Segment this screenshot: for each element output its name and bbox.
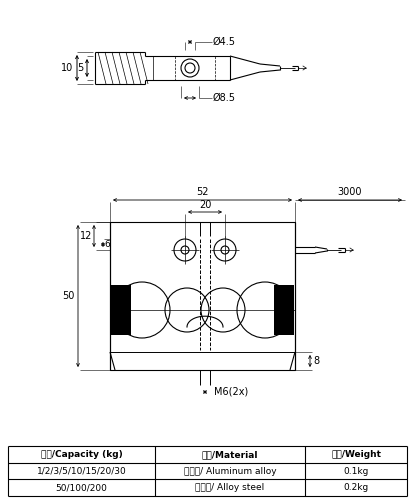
Text: 10: 10 [61, 63, 73, 73]
Text: 量程/Capacity (kg): 量程/Capacity (kg) [41, 450, 122, 459]
Text: 5: 5 [77, 63, 83, 73]
Text: 6: 6 [104, 240, 110, 249]
Text: 20: 20 [199, 200, 211, 210]
Text: 铝合金/ Aluminum alloy: 铝合金/ Aluminum alloy [184, 466, 276, 475]
Text: 材料/Material: 材料/Material [202, 450, 258, 459]
Text: Ø8.5: Ø8.5 [213, 93, 236, 103]
Text: 0.1kg: 0.1kg [343, 466, 369, 475]
Text: 1/2/3/5/10/15/20/30: 1/2/3/5/10/15/20/30 [37, 466, 127, 475]
Text: 50: 50 [63, 291, 75, 301]
Text: 合金钢/ Alloy steel: 合金钢/ Alloy steel [195, 483, 265, 492]
Text: 52: 52 [196, 187, 209, 197]
Text: 12: 12 [80, 231, 92, 241]
Text: M6(2x): M6(2x) [214, 387, 248, 397]
Bar [111, 285, 131, 335]
Bar [274, 285, 294, 335]
Text: Ø4.5: Ø4.5 [213, 37, 236, 47]
Text: 重量/Weight: 重量/Weight [331, 450, 381, 459]
Text: 3000: 3000 [338, 187, 362, 197]
Text: 50/100/200: 50/100/200 [56, 483, 107, 492]
Bar [110, 222, 295, 370]
Text: 0.2kg: 0.2kg [343, 483, 369, 492]
Text: 8: 8 [313, 356, 319, 366]
